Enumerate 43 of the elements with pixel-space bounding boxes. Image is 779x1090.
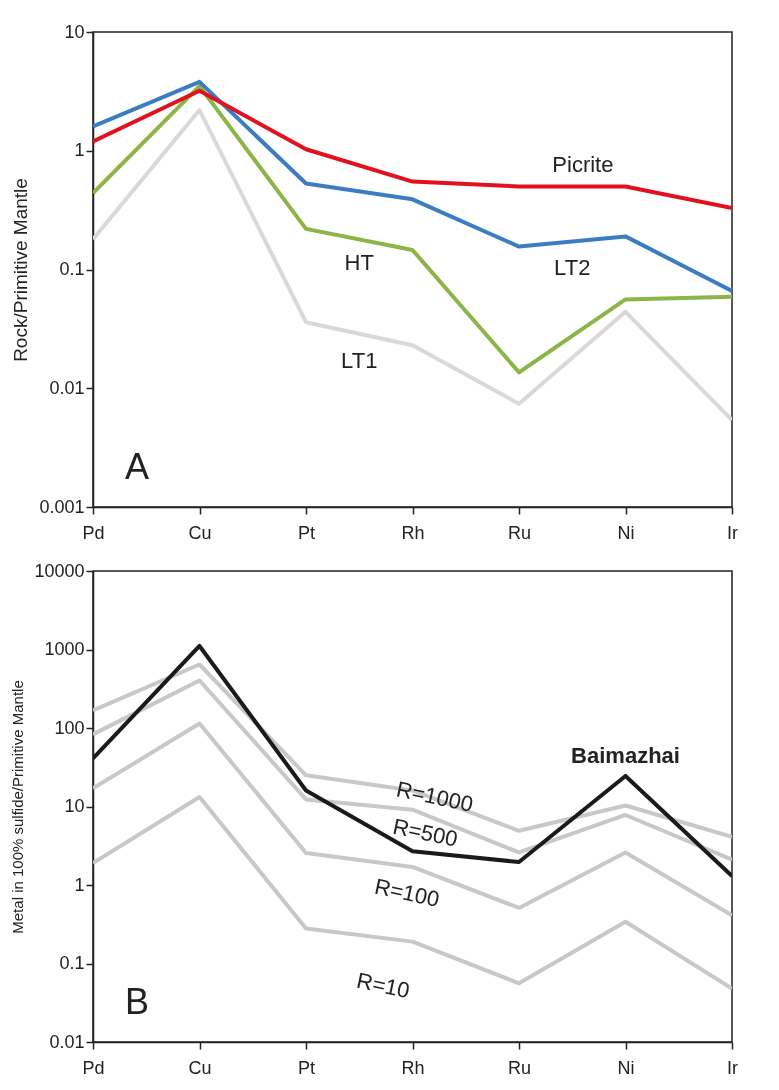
line-series [93, 678, 732, 862]
y-axis-title: Metal in 100% sulfide/Primitive Mantle [9, 680, 27, 934]
x-tick-label: Ni [617, 1057, 635, 1078]
series-label: Picrite [552, 152, 614, 178]
line-series [93, 108, 732, 423]
x-tick-label: Rh [401, 1057, 425, 1078]
line-series [93, 84, 732, 375]
text: R=100 [372, 873, 442, 912]
y-tick-label: 10000 [34, 560, 85, 581]
x-tick-label: Rh [401, 522, 425, 543]
y-tick-label: 0.1 [59, 953, 85, 973]
y-tick-label: 1 [74, 140, 85, 161]
text: R=10 [354, 967, 412, 1004]
y-tick-label: 0.01 [49, 1031, 85, 1052]
x-tick-label: Pt [297, 1057, 316, 1078]
x-tick-label: Cu [188, 1057, 212, 1078]
line-series [93, 721, 732, 918]
x-tick-label: Pd [82, 522, 105, 543]
annotation: A [125, 446, 150, 487]
series-label: LT2 [554, 255, 591, 281]
y-tick-label: 1 [74, 874, 85, 895]
x-tick-label: Ir [727, 522, 738, 543]
y-tick-label: 0.1 [59, 259, 85, 279]
series-label: Baimazhai [571, 742, 680, 768]
y-axis-title: Rock/Primitive Mantle [10, 178, 32, 362]
line-series [93, 79, 732, 293]
y-tick-label: 10 [64, 21, 85, 42]
series-label: HT [344, 250, 374, 276]
x-tick-label: Ru [507, 1057, 532, 1078]
y-tick-label: 1000 [44, 639, 85, 659]
y-tick-label: 10 [64, 796, 85, 816]
y-tick-label: 100 [54, 717, 85, 738]
y-tick-label: 0.001 [39, 496, 85, 517]
x-tick-label: Cu [188, 522, 212, 543]
annotation: B [125, 981, 150, 1022]
y-tick-label: 0.01 [49, 377, 85, 398]
x-tick-label: Ir [727, 1057, 738, 1078]
x-tick-label: Pd [82, 1057, 105, 1078]
line-series [93, 88, 732, 210]
x-tick-label: Pt [297, 522, 316, 543]
x-tick-label: Ru [507, 522, 532, 543]
series-label: LT1 [341, 347, 378, 373]
x-tick-label: Ni [617, 522, 635, 543]
